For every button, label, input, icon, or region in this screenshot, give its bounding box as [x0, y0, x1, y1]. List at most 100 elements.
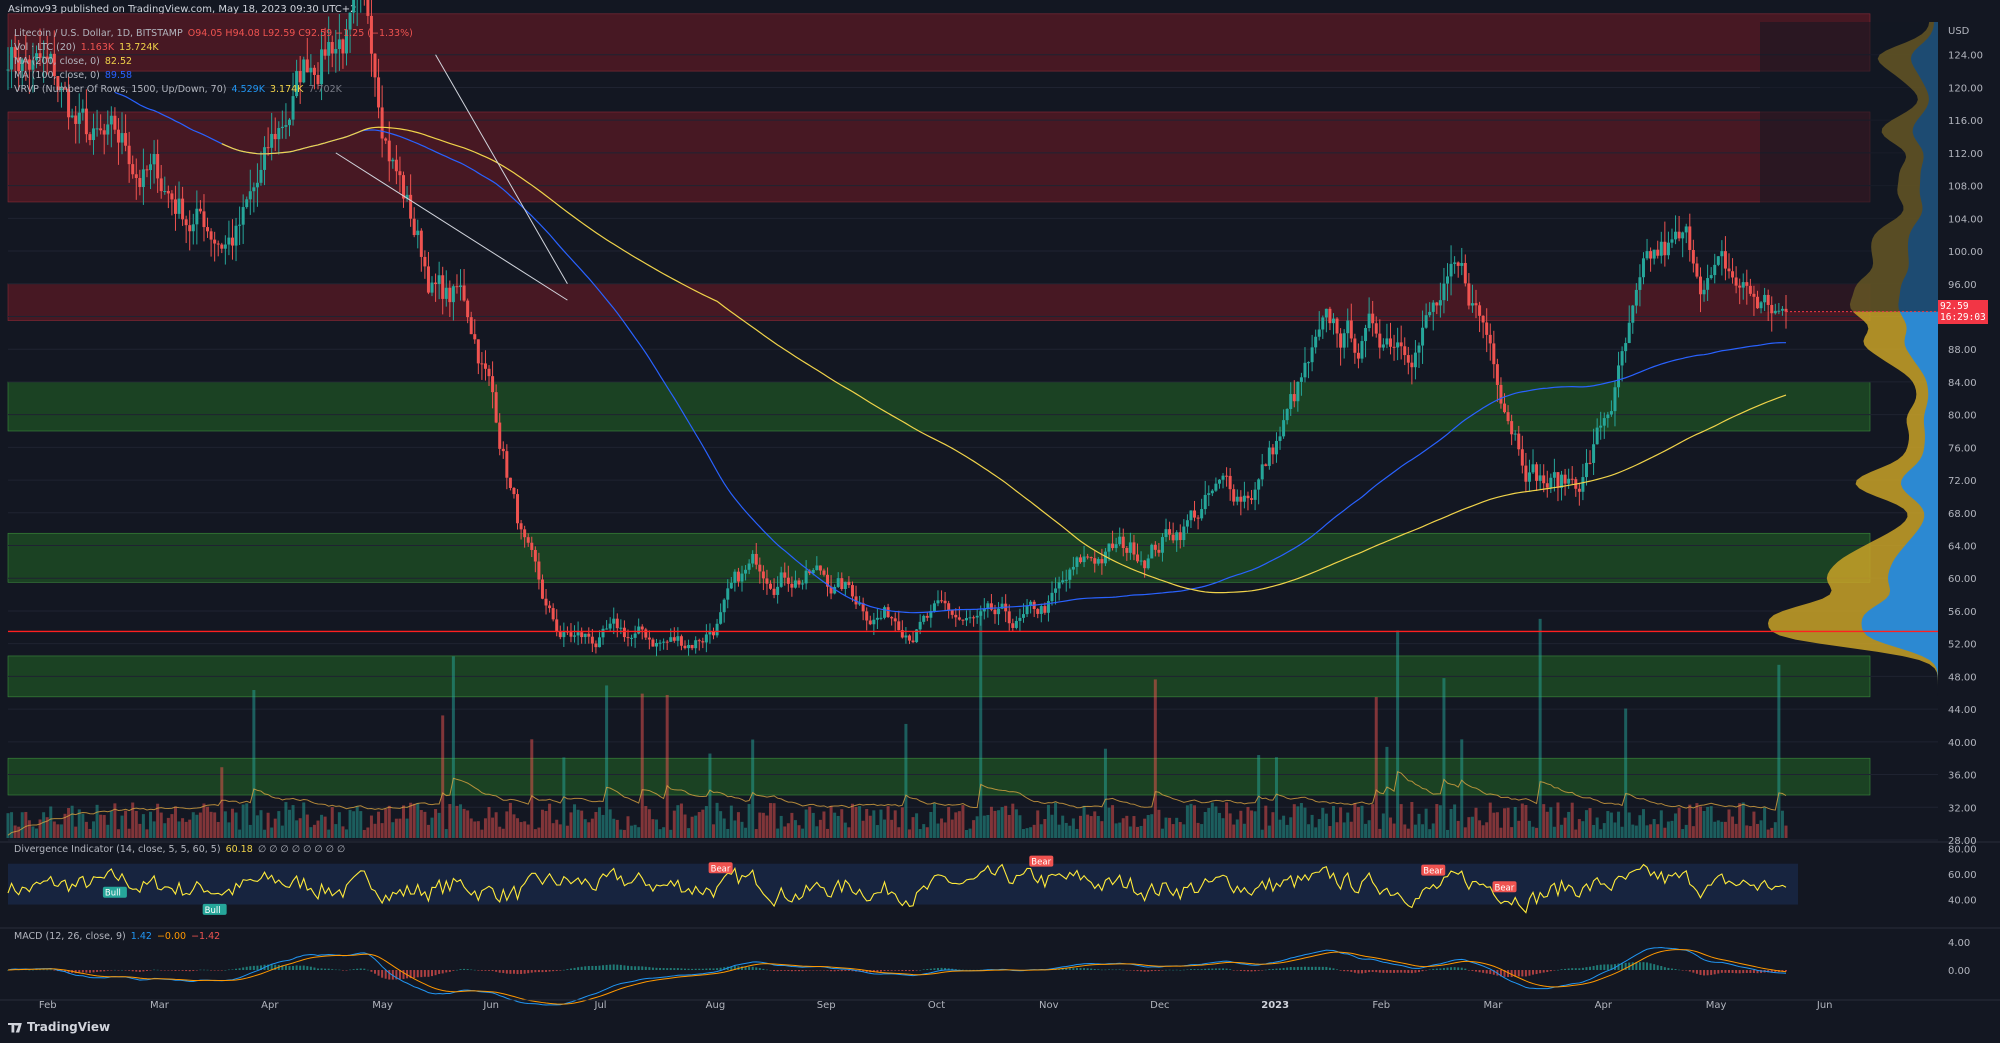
- volume-bar-195: [701, 809, 705, 838]
- candle-body-481: [1720, 251, 1724, 257]
- volume-bar-353: [1264, 805, 1268, 838]
- macd-hist-bar-230: [826, 970, 829, 971]
- macd-hist-bar-254: [912, 970, 915, 972]
- macd-hist-bar-74: [270, 964, 273, 970]
- volume-bar-442: [1581, 821, 1585, 838]
- volume-bar-139: [501, 828, 505, 838]
- candle-body-358: [1282, 420, 1286, 437]
- volume-bar-62: [227, 822, 231, 838]
- candle-body-427: [1527, 472, 1531, 482]
- macd-hist-bar-226: [812, 970, 815, 971]
- macd-hist-bar-200: [719, 967, 722, 970]
- macd-hist-bar-220: [790, 970, 793, 972]
- macd-hist-bar-471: [1685, 970, 1688, 971]
- volume-bar-468: [1674, 813, 1678, 838]
- candle-body-151: [544, 598, 548, 606]
- macd-hist-bar-304: [1090, 968, 1093, 970]
- price-axis-tick-1: 32.00: [1948, 803, 1977, 814]
- candle-body-426: [1524, 465, 1528, 482]
- macd-hist-bar-479: [1713, 970, 1716, 975]
- volume-bar-448: [1602, 823, 1606, 838]
- candle-body-171: [615, 618, 619, 629]
- macd-hist-bar-381: [1364, 970, 1367, 973]
- macd-hist-bar-214: [769, 970, 772, 971]
- divergence-label-2: Bear: [711, 864, 731, 874]
- volume-bar-459: [1641, 809, 1645, 838]
- candle-body-433: [1549, 477, 1553, 488]
- candle-body-175: [630, 637, 634, 639]
- macd-hist-bar-380: [1360, 970, 1363, 974]
- macd-hist-bar-486: [1738, 970, 1741, 974]
- volume-bar-190: [683, 814, 687, 838]
- volume-bar-315: [1128, 826, 1132, 838]
- macd-hist-bar-319: [1143, 970, 1146, 972]
- volume-bar-394: [1410, 802, 1414, 838]
- candle-body-402: [1438, 300, 1442, 306]
- candle-body-498: [1780, 308, 1784, 311]
- candle-body-491: [1755, 296, 1759, 309]
- volume-bar-36: [134, 810, 138, 838]
- volume-bar-404: [1446, 829, 1450, 838]
- candle-body-286: [1025, 606, 1029, 615]
- candle-body-73: [266, 147, 270, 149]
- macd-hist-bar-19: [74, 970, 77, 974]
- tradingview-logo[interactable]: TradingView: [8, 1020, 110, 1034]
- volume-bar-324: [1160, 828, 1164, 838]
- volume-bar-26: [99, 814, 103, 838]
- candle-body-195: [701, 641, 705, 643]
- candle-body-59: [216, 243, 220, 245]
- candle-body-378: [1353, 338, 1357, 353]
- macd-hist-bar-73: [267, 964, 270, 970]
- macd-hist-bar-170: [612, 964, 615, 970]
- macd-hist-bar-473: [1692, 970, 1695, 973]
- volume-bar-58: [213, 812, 217, 838]
- macd-hist-bar-130: [470, 969, 473, 971]
- candle-body-154: [555, 619, 559, 632]
- volume-bar-157: [565, 825, 569, 838]
- macd-hist-bar-425: [1521, 970, 1524, 977]
- candle-body-112: [405, 194, 409, 199]
- volume-bar-405: [1449, 808, 1453, 838]
- volume-bar-388: [1388, 817, 1392, 838]
- time-axis-tick-3: May: [372, 1000, 393, 1011]
- volume-bar-361: [1292, 804, 1296, 838]
- price-axis-tick-5: 48.00: [1948, 672, 1977, 683]
- macd-hist-bar-297: [1065, 968, 1068, 970]
- volume-bar-100: [362, 829, 366, 838]
- candle-body-334: [1196, 517, 1200, 519]
- candle-body-150: [540, 579, 544, 599]
- candle-body-472: [1688, 226, 1692, 250]
- macd-hist-bar-499: [1785, 970, 1787, 972]
- macd-hist-bar-260: [933, 968, 936, 970]
- macd-hist-bar-168: [605, 964, 608, 970]
- volume-bar-381: [1364, 823, 1368, 838]
- candle-body-116: [419, 230, 423, 257]
- volume-bar-116: [419, 810, 423, 838]
- candle-body-374: [1339, 333, 1343, 348]
- volume-bar-109: [394, 818, 398, 838]
- volume-bar-120: [434, 809, 438, 838]
- volume-bar-214: [769, 803, 773, 838]
- volume-bar-336: [1203, 812, 1207, 838]
- candle-body-136: [491, 376, 495, 393]
- volume-bar-189: [679, 803, 683, 838]
- macd-hist-bar-322: [1154, 970, 1157, 971]
- candle-body-96: [348, 12, 352, 30]
- macd-hist-bar-189: [680, 968, 683, 970]
- macd-hist-bar-247: [887, 970, 890, 971]
- candle-body-187: [672, 637, 676, 641]
- candle-body-365: [1307, 362, 1311, 364]
- candle-body-259: [929, 611, 933, 618]
- macd-hist-bar-438: [1567, 968, 1570, 970]
- macd-hist-bar-59: [217, 970, 220, 971]
- macd-hist-bar-401: [1435, 968, 1438, 970]
- volume-bar-215: [772, 803, 776, 838]
- candle-body-87: [316, 74, 320, 85]
- candle-body-142: [512, 487, 516, 495]
- candle-body-253: [907, 635, 911, 641]
- macd-hist-bar-388: [1389, 970, 1392, 973]
- candle-body-330: [1182, 526, 1186, 541]
- volume-bar-326: [1168, 817, 1172, 838]
- volume-bar-112: [405, 818, 409, 838]
